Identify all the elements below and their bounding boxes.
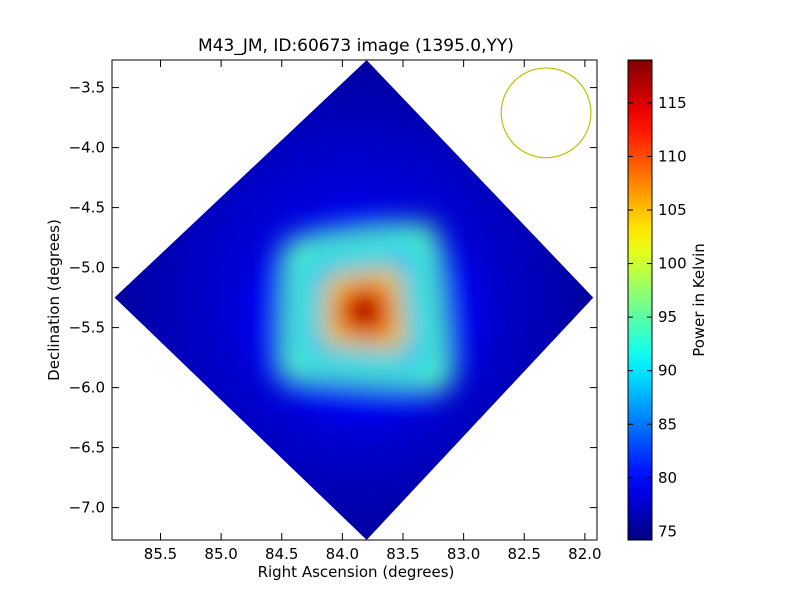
y-tick-label: −6.0 bbox=[69, 379, 105, 397]
x-axis: 85.5 85.0 84.5 84.0 83.5 83.0 82.5 82.0 bbox=[144, 60, 602, 563]
plot-frame bbox=[111, 59, 598, 541]
colorbar-tick-label: 115 bbox=[658, 94, 687, 112]
colorbar-tick-label: 100 bbox=[658, 255, 687, 273]
y-tick-label: −3.5 bbox=[69, 79, 105, 97]
colorbar-gradient bbox=[627, 59, 653, 541]
heatmap-image bbox=[114, 60, 594, 540]
x-tick-label: 84.0 bbox=[326, 545, 359, 563]
colorbar-tick-label: 85 bbox=[658, 415, 677, 433]
y-axis-label: Declination (degrees) bbox=[45, 219, 63, 381]
y-tick-label: −6.5 bbox=[69, 439, 105, 457]
x-tick-label: 85.0 bbox=[204, 545, 237, 563]
y-tick-label: −4.5 bbox=[69, 199, 105, 217]
colorbar-tick-label: 90 bbox=[658, 362, 677, 380]
x-tick-label: 82.5 bbox=[508, 545, 541, 563]
colorbar-tick-label: 75 bbox=[658, 522, 677, 540]
y-tick-label: −5.0 bbox=[69, 259, 105, 277]
y-tick-label: −7.0 bbox=[69, 499, 105, 517]
x-tick-label: 85.5 bbox=[144, 545, 177, 563]
beam-circle bbox=[500, 67, 592, 159]
colorbar: 75 80 85 90 95 100 105 110 115 bbox=[627, 59, 687, 541]
beam-circle-outline bbox=[500, 67, 592, 159]
y-tick-label: −4.0 bbox=[69, 139, 105, 157]
y-axis: −3.5 −4.0 −4.5 −5.0 −5.5 −6.0 −6.5 −7.0 bbox=[69, 79, 597, 517]
colorbar-tick-label: 105 bbox=[658, 201, 687, 219]
x-tick-label: 84.5 bbox=[265, 545, 298, 563]
x-tick-label: 82.0 bbox=[568, 545, 601, 563]
chart-title: M43_JM, ID:60673 image (1395.0,YY) bbox=[198, 36, 514, 56]
y-tick-label: −5.5 bbox=[69, 319, 105, 337]
x-tick-label: 83.5 bbox=[386, 545, 419, 563]
colorbar-tick-label: 110 bbox=[658, 147, 687, 165]
source-emission bbox=[249, 212, 480, 422]
x-tick-label: 83.0 bbox=[447, 545, 480, 563]
colorbar-label: Power in Kelvin bbox=[690, 243, 708, 357]
x-axis-label: Right Ascension (degrees) bbox=[258, 563, 455, 581]
colorbar-tick-label: 95 bbox=[658, 308, 677, 326]
colorbar-tick-label: 80 bbox=[658, 469, 677, 487]
